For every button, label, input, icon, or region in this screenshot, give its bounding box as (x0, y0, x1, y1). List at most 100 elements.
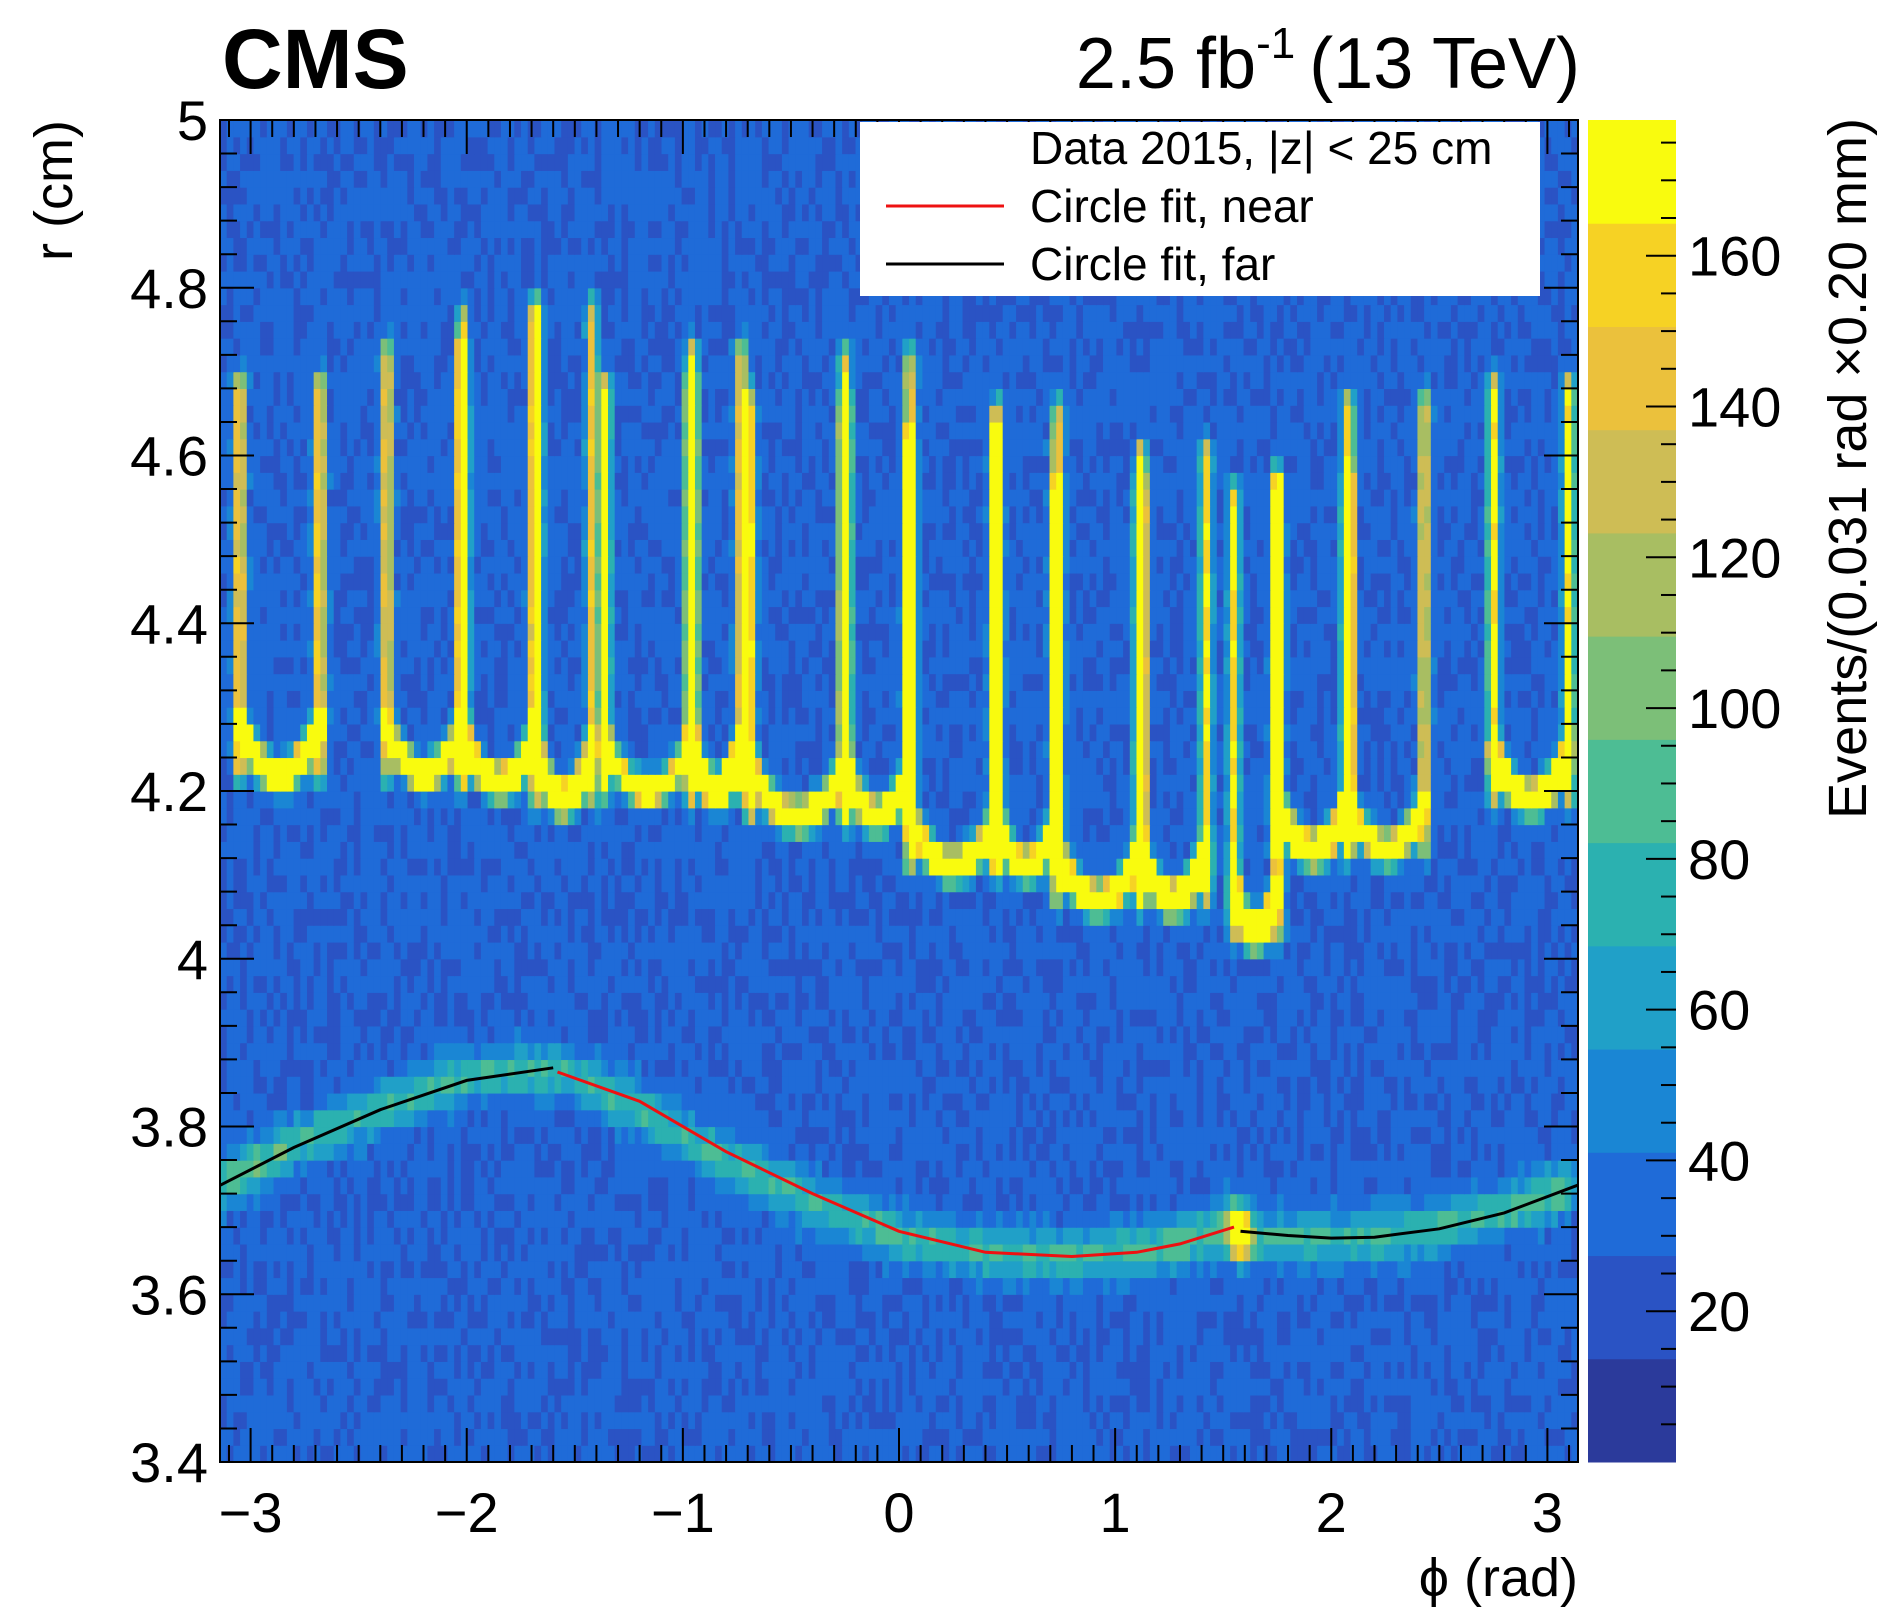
heatmap-cell (634, 1243, 643, 1262)
heatmap-cell (293, 1327, 301, 1346)
heatmap-cell (728, 1210, 736, 1228)
heatmap-cell (628, 1059, 636, 1077)
heatmap-cell (1571, 1411, 1579, 1430)
heatmap-cell (1410, 1411, 1419, 1430)
heatmap-cell (567, 1193, 576, 1211)
heatmap-cell (661, 1243, 669, 1262)
heatmap-cell (226, 1210, 234, 1228)
heatmap-cell (373, 1109, 382, 1128)
heatmap-cell (1169, 1311, 1178, 1329)
heatmap-cell (393, 1092, 402, 1111)
heatmap-cell (574, 1126, 582, 1144)
heatmap-cell (1404, 1143, 1412, 1161)
heatmap-cell (1370, 1092, 1378, 1111)
heatmap-cell (1564, 1092, 1572, 1111)
heatmap-cell (1022, 1260, 1031, 1279)
heatmap-cell (1236, 1327, 1245, 1346)
heatmap-cell (1537, 1210, 1546, 1228)
heatmap-cell (266, 1243, 275, 1262)
heatmap-cell (1537, 1344, 1546, 1362)
heatmap-cell (1470, 1361, 1479, 1379)
heatmap-cell (1062, 1411, 1071, 1430)
heatmap-cell (280, 1394, 288, 1413)
heatmap-cell (969, 1243, 977, 1262)
heatmap-cell (347, 1378, 355, 1396)
heatmap-cell (534, 1311, 542, 1329)
heatmap-cell (1069, 1176, 1077, 1195)
heatmap-cell (1109, 1092, 1118, 1111)
heatmap-cell (761, 1311, 770, 1329)
heatmap-cell (246, 1294, 255, 1312)
heatmap-cell (1337, 1428, 1345, 1446)
heatmap-cell (280, 1277, 288, 1295)
heatmap-cell (688, 1311, 696, 1329)
heatmap-cell (220, 1327, 228, 1346)
heatmap-cell (935, 1143, 944, 1161)
heatmap-cell (547, 1126, 556, 1144)
heatmap-cell (480, 1143, 489, 1161)
heatmap-cell (1517, 1092, 1526, 1111)
heatmap-cell (654, 1143, 663, 1161)
heatmap-cell (915, 1092, 924, 1111)
heatmap-cell (969, 1076, 977, 1094)
heatmap-cell (614, 1042, 622, 1061)
heatmap-cell (313, 1428, 321, 1446)
heatmap-cell (781, 1411, 790, 1430)
heatmap-cell (1183, 1277, 1191, 1295)
heatmap-cell (1564, 1344, 1572, 1362)
heatmap-cell (1323, 1445, 1332, 1463)
heatmap-cell (808, 1378, 816, 1396)
heatmap-cell (487, 1210, 495, 1228)
heatmap-cell (514, 1176, 522, 1195)
heatmap-cell (969, 1109, 977, 1128)
heatmap-cell (601, 1361, 609, 1379)
heatmap-cell (788, 1311, 796, 1329)
heatmap-cell (1276, 1428, 1285, 1446)
heatmap-cell (969, 1311, 977, 1329)
heatmap-cell (1551, 1260, 1559, 1279)
heatmap-cell (534, 1361, 542, 1379)
heatmap-cell (1410, 1210, 1419, 1228)
heatmap-cell (1256, 1394, 1265, 1413)
heatmap-cell (815, 1311, 823, 1329)
heatmap-cell (688, 1344, 696, 1362)
heatmap-cell (775, 1176, 783, 1195)
heatmap-cell (260, 1445, 268, 1463)
heatmap-cell (969, 1361, 977, 1379)
heatmap-cell (487, 1294, 495, 1312)
heatmap-cell (1330, 1294, 1338, 1312)
heatmap-cell (547, 1193, 556, 1211)
heatmap-cell (962, 1344, 970, 1362)
heatmap-cell (1143, 1193, 1151, 1211)
heatmap-cell (1524, 1394, 1532, 1413)
heatmap-cell (868, 1277, 877, 1295)
heatmap-cell (260, 1311, 268, 1329)
heatmap-cell (554, 1411, 562, 1430)
heatmap-cell (380, 1378, 388, 1396)
heatmap-cell (728, 1428, 736, 1446)
heatmap-cell (541, 1327, 549, 1346)
heatmap-cell (594, 1227, 602, 1245)
heatmap-cell (895, 1361, 903, 1379)
heatmap-cell (1323, 1260, 1332, 1279)
heatmap-cell (574, 1428, 582, 1446)
heatmap-cell (895, 1227, 903, 1245)
heatmap-cell (694, 1311, 703, 1329)
heatmap-cell (1470, 1344, 1479, 1362)
heatmap-cell (996, 1294, 1004, 1312)
heatmap-cell (1370, 1176, 1378, 1195)
heatmap-cell (1357, 1243, 1365, 1262)
heatmap-cell (888, 1227, 897, 1245)
heatmap-cell (1022, 1277, 1031, 1295)
heatmap-cell (975, 1126, 984, 1144)
heatmap-cell (1404, 1277, 1412, 1295)
heatmap-cell (414, 1227, 422, 1245)
heatmap-cell (688, 1445, 696, 1463)
heatmap-cell (1350, 1327, 1358, 1346)
heatmap-cell (701, 1109, 709, 1128)
heatmap-cell (1390, 1109, 1398, 1128)
heatmap-cell (975, 1210, 984, 1228)
heatmap-cell (875, 1411, 883, 1430)
heatmap-cell (781, 1445, 790, 1463)
heatmap-cell (467, 1344, 475, 1362)
